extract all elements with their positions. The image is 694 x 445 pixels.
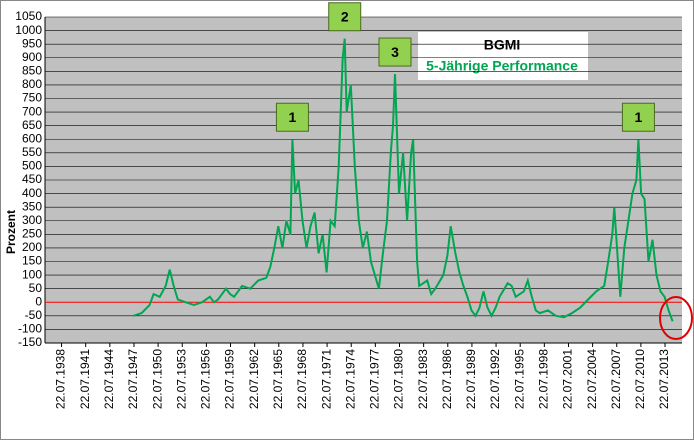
x-tick-label: 22.07.1977 [368,349,382,409]
x-tick-label: 22.07.1953 [174,349,188,409]
annotation-box [378,37,412,67]
y-tick-label: 700 [22,104,42,118]
x-tick-label: 22.07.1962 [247,349,261,409]
y-tick-label: 650 [22,118,42,132]
y-tick-label: 450 [22,172,42,186]
y-tick-label: -150 [18,335,42,349]
x-tick-label: 22.07.1956 [199,349,213,409]
x-tick-label: 22.07.1959 [223,349,237,409]
y-tick-label: 0 [35,294,42,308]
y-tick-label: 550 [22,145,42,159]
annotation-box [328,2,362,32]
y-tick-label: 1050 [15,9,42,23]
highlight-circle [659,296,693,340]
x-tick-label: 22.07.1986 [440,349,454,409]
plot-layer: -150-100-5005010015020025030035040045050… [15,2,682,409]
x-tick-label: 22.07.1974 [343,349,357,409]
chart-title: BGMI [484,37,521,53]
x-tick-label: 22.07.1998 [537,349,551,409]
y-tick-label: 400 [22,186,42,200]
x-tick-label: 22.07.1989 [464,349,478,409]
y-tick-label: 600 [22,131,42,145]
x-tick-label: 22.07.1938 [54,349,68,409]
y-tick-label: 900 [22,50,42,64]
y-tick-label: 200 [22,240,42,254]
y-tick-label: 100 [22,267,42,281]
y-tick-label: 850 [22,64,42,78]
x-tick-label: 22.07.1944 [102,349,116,409]
x-tick-label: 22.07.2010 [633,349,647,409]
x-tick-label: 22.07.1968 [295,349,309,409]
y-tick-label: 950 [22,36,42,50]
y-tick-label: 750 [22,91,42,105]
x-tick-label: 22.07.1995 [512,349,526,409]
y-tick-label: -100 [18,322,42,336]
y-tick-label: 800 [22,77,42,91]
y-axis-label: Prozent [4,210,18,254]
x-tick-label: 22.07.2007 [609,349,623,409]
y-tick-label: 50 [29,281,43,295]
x-tick-label: 22.07.1941 [78,349,92,409]
y-tick-label: 300 [22,213,42,227]
x-tick-label: 22.07.1980 [392,349,406,409]
x-tick-label: 22.07.1965 [271,349,285,409]
y-tick-label: 150 [22,254,42,268]
annotation-box [621,102,655,132]
annotation-label: 3 [391,44,399,60]
x-tick-label: 22.07.1971 [319,349,333,409]
y-tick-label: 500 [22,159,42,173]
x-tick-label: 22.07.2004 [585,349,599,409]
title-box [418,32,588,80]
y-tick-label: 350 [22,199,42,213]
x-tick-label: 22.07.1992 [488,349,502,409]
annotation-label: 1 [635,109,643,125]
x-tick-label: 22.07.1983 [416,349,430,409]
x-tick-label: 22.07.1947 [126,349,140,409]
annotation-label: 2 [341,8,349,24]
y-tick-label: -50 [25,308,43,322]
chart-subtitle: 5-Jährige Performance [426,58,578,74]
x-tick-label: 22.07.2013 [657,349,671,409]
annotation-box [275,102,309,132]
x-tick-label: 22.07.1950 [150,349,164,409]
x-tick-label: 22.07.2001 [561,349,575,409]
annotation-label: 1 [289,109,297,125]
y-tick-label: 1000 [15,23,42,37]
series-line [133,38,674,322]
y-tick-label: 250 [22,227,42,241]
